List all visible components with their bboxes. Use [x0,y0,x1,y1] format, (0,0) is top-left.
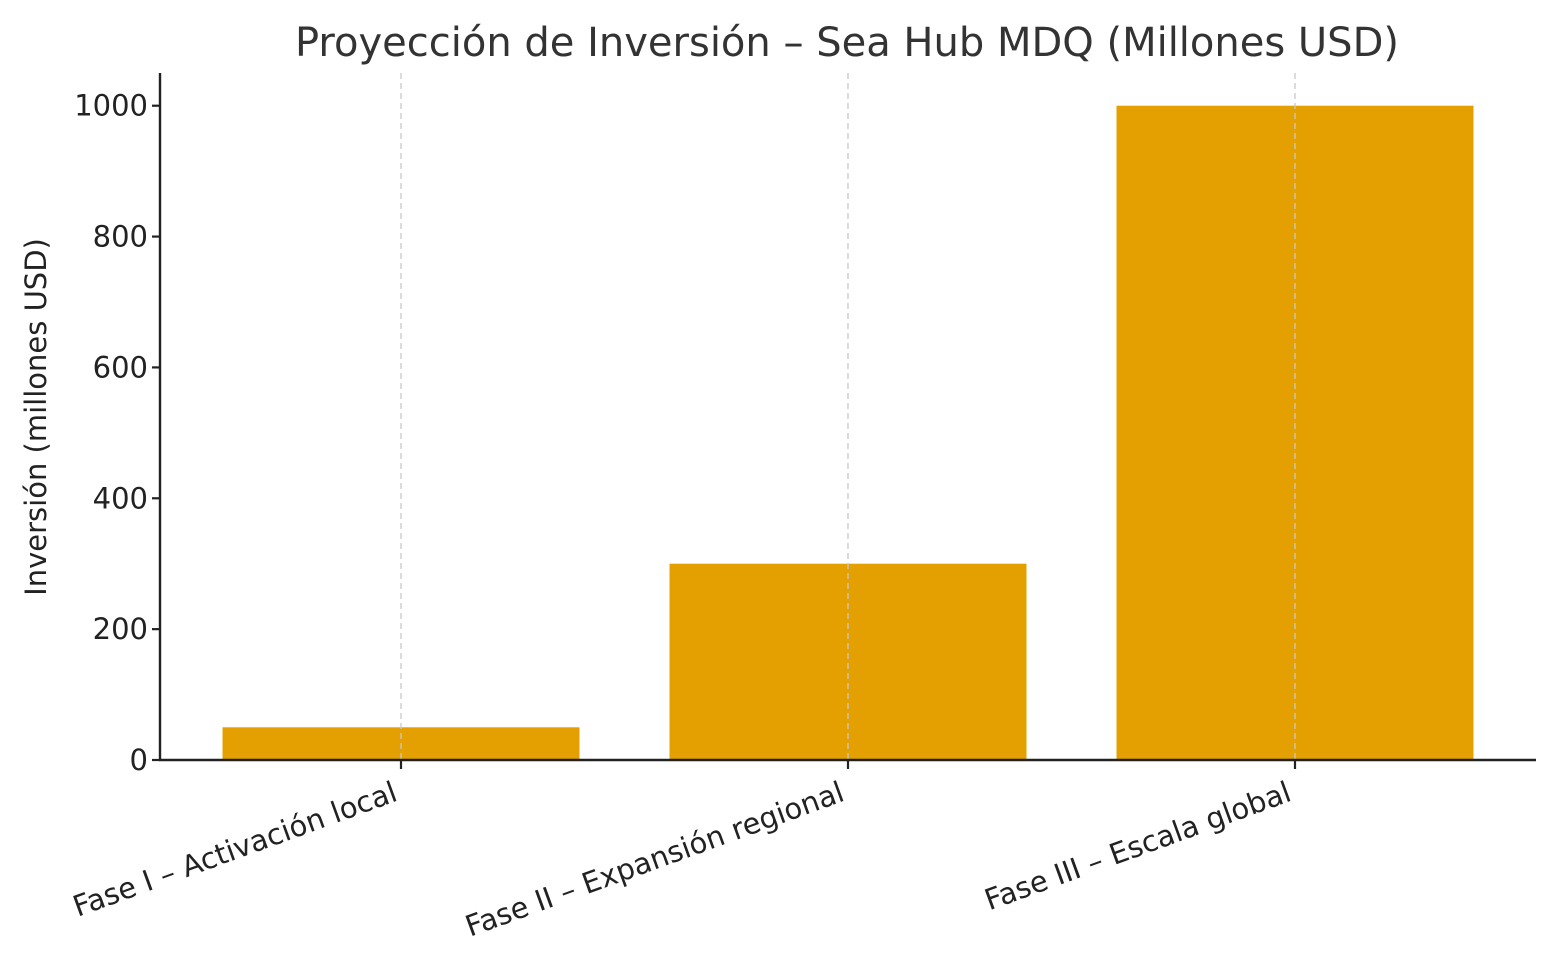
x-tick-label: Fase III – Escala global [980,775,1295,917]
grid-layer [400,73,1296,760]
y-tick-label: 200 [93,612,148,646]
y-tick-label: 400 [93,481,148,515]
y-tick-label: 1000 [74,89,148,123]
y-axis-label: Inversión (millones USD) [19,238,53,596]
y-tick-label: 600 [93,350,148,384]
y-ticks: 0 200 400 600 800 1000 [74,89,160,777]
x-tick-label: Fase II – Expansión regional [461,775,849,944]
y-tick-label: 0 [130,743,148,777]
chart-title: Proyección de Inversión – Sea Hub MDQ (M… [295,20,1399,66]
y-tick-label: 800 [93,220,148,254]
x-ticks: Fase I – Activación local Fase II – Expan… [68,760,1297,944]
x-tick-label: Fase I – Activación local [68,775,401,924]
bar-layer [222,105,1474,760]
